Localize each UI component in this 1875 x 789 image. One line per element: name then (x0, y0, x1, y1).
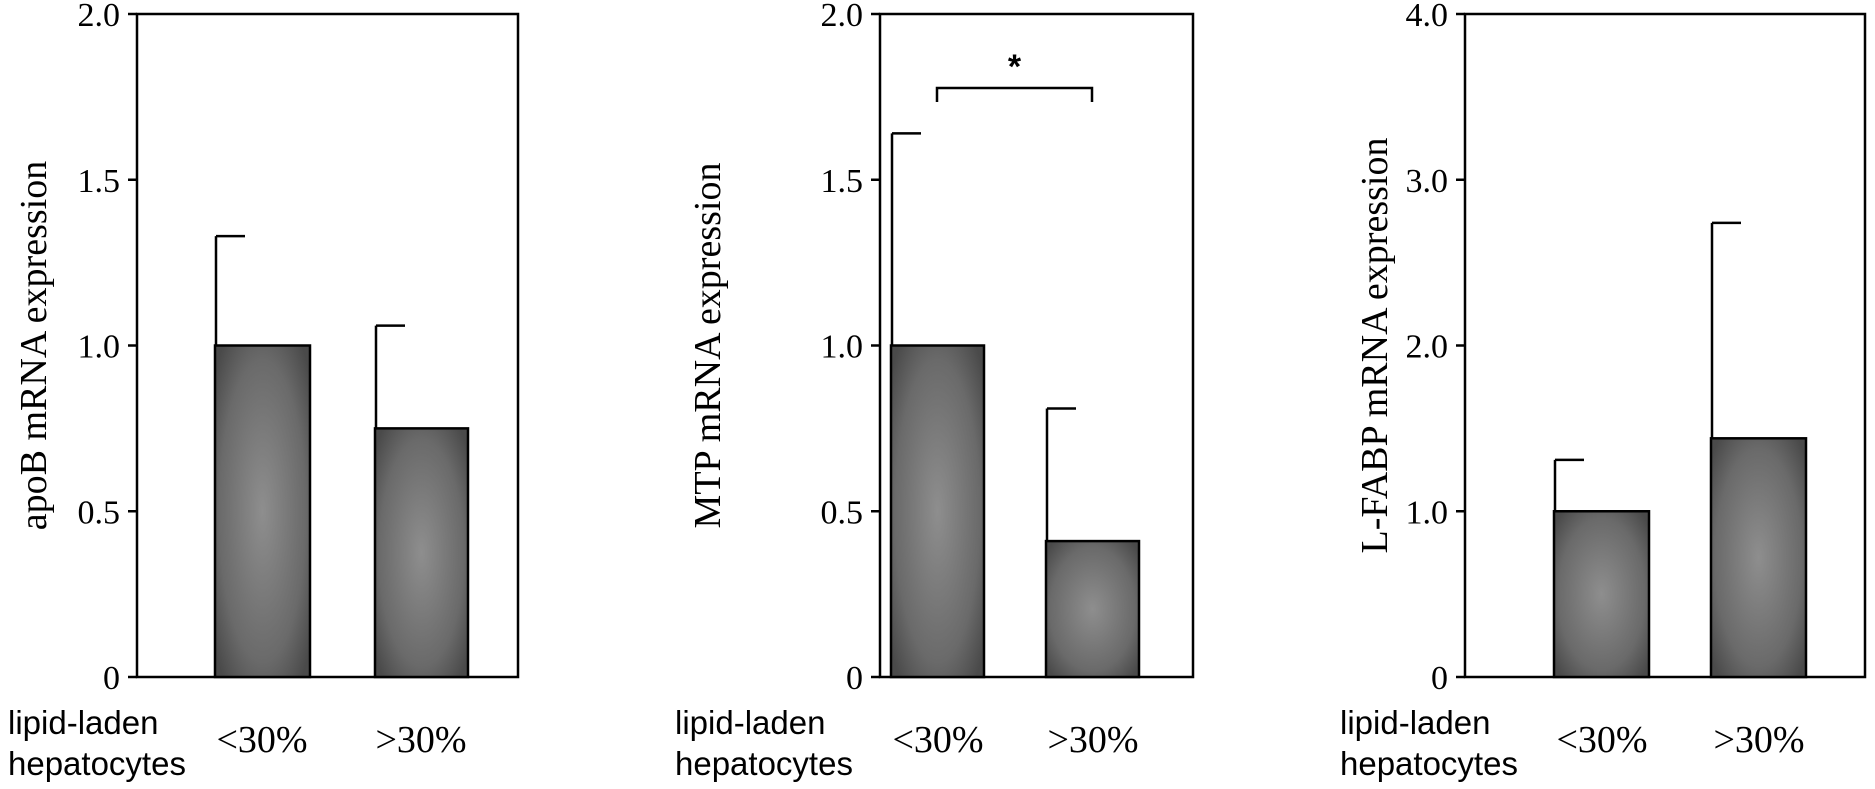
y-tick-label: 0 (1431, 660, 1448, 697)
y-tick-label: 1.0 (821, 329, 864, 366)
y-axis-label: apoB mRNA expression (13, 161, 55, 530)
x-category-label: >30% (375, 719, 466, 761)
chart-panel-3: 0 1.0 2.0 3.0 4.0 L-FABP mRNA expression <30% >… (1340, 0, 1867, 782)
y-tick-label: 1.0 (1406, 494, 1449, 531)
y-tick-label: 0 (103, 660, 120, 697)
bar-2 (373, 427, 470, 679)
y-axis-label: L-FABP mRNA expression (1354, 138, 1396, 554)
y-tick-label: 2.0 (1406, 329, 1449, 366)
y-tick-label: 0.5 (78, 494, 121, 531)
y-tick-label: 4.0 (1406, 0, 1449, 34)
x-category-label: >30% (1047, 719, 1138, 761)
chart-panel-2: 0 0.5 1.0 1.5 2.0 MTP mRNA expression <30% >30%… (675, 0, 1195, 782)
bar-1 (1552, 510, 1651, 679)
y-tick-label: 0 (846, 660, 863, 697)
x-group-label-line2: hepatocytes (1340, 745, 1518, 782)
x-group-label-line2: hepatocytes (8, 745, 186, 782)
significance-bracket (935, 86, 1094, 102)
bar-2 (1709, 437, 1808, 679)
y-tick-label: 3.0 (1406, 163, 1449, 200)
y-tick-label: 1.0 (78, 329, 121, 366)
y-axis-label: MTP mRNA expression (687, 163, 729, 529)
significance-star: * (1008, 48, 1022, 86)
x-category-label: <30% (892, 719, 983, 761)
y-tick-label: 2.0 (78, 0, 121, 34)
bar-2 (1044, 539, 1141, 679)
x-group-label-line1: lipid-laden (675, 704, 825, 741)
bar-1 (889, 344, 986, 679)
y-tick-label: 0.5 (821, 494, 864, 531)
chart-panel-1: 0 0.5 1.0 1.5 2.0 apoB mRNA expression <30% >30… (8, 0, 520, 782)
x-category-label: >30% (1713, 719, 1804, 761)
y-tick-label: 2.0 (821, 0, 864, 34)
y-tick-label: 1.5 (821, 163, 864, 200)
x-category-label: <30% (1556, 719, 1647, 761)
y-tick-label: 1.5 (78, 163, 121, 200)
x-group-label-line1: lipid-laden (8, 704, 158, 741)
x-group-label-line1: lipid-laden (1340, 704, 1490, 741)
x-group-label-line2: hepatocytes (675, 745, 853, 782)
bar-1 (213, 344, 312, 679)
x-category-label: <30% (216, 719, 307, 761)
